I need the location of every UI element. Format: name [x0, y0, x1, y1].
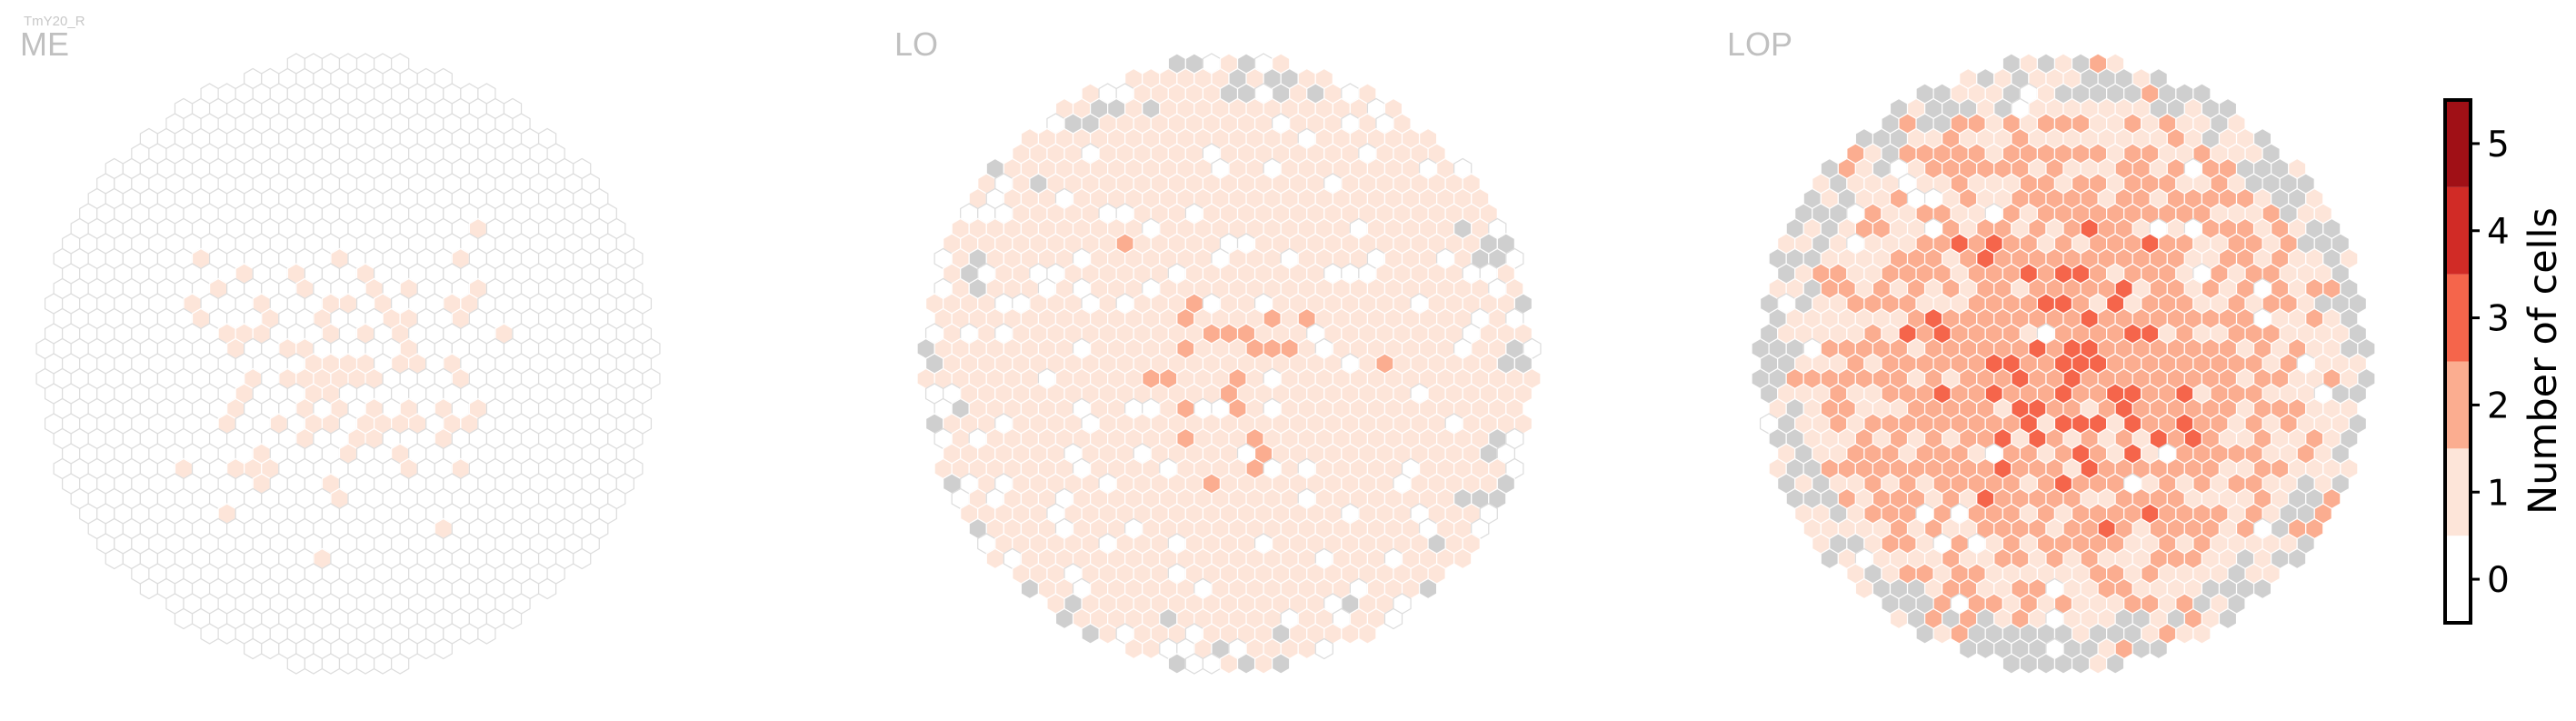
colorbar-bin — [2445, 361, 2471, 449]
colorbar-tick-label: 2 — [2487, 386, 2510, 426]
colorbar-ticks: 0 1 2 3 4 5 — [2471, 125, 2510, 601]
hex-cell — [244, 637, 263, 660]
hex-cell — [1889, 607, 1909, 630]
hex-cell — [1854, 577, 1874, 600]
hex-grid-lop — [1751, 53, 2376, 675]
hex-cell — [1418, 577, 1438, 600]
hex-cell — [1932, 623, 1952, 645]
hex-cell — [286, 653, 305, 675]
hex-cell — [1167, 653, 1186, 675]
hex-cell — [1142, 637, 1161, 660]
hex-cell — [174, 607, 194, 630]
colorbar-bin — [2445, 100, 2471, 187]
hex-cell — [2288, 547, 2307, 570]
hex-cell — [2088, 653, 2108, 675]
colorbar-label: Number of cells — [2521, 207, 2566, 515]
hex-cell — [1184, 653, 1204, 675]
hex-cell — [2053, 653, 2073, 675]
hex-cell — [503, 607, 523, 630]
colorbar-tick-label: 1 — [2487, 473, 2510, 514]
hex-cell — [1297, 637, 1316, 660]
hex-cell — [1915, 623, 1934, 645]
panel-title-lo: LO — [894, 25, 938, 63]
hex-cell — [139, 577, 159, 600]
hex-cell — [2002, 653, 2021, 675]
hex-cell — [200, 623, 219, 645]
hex-cell — [1253, 653, 1273, 675]
hex-cell — [434, 637, 453, 660]
hex-cell — [373, 653, 393, 675]
hex-cell — [105, 547, 124, 570]
colorbar-bins — [2445, 100, 2471, 623]
hex-cell — [2036, 653, 2056, 675]
hex-cell — [217, 623, 236, 645]
panel-lop: LOP — [1727, 25, 2376, 675]
colorbar-bin — [2445, 536, 2471, 623]
colorbar-tick-label: 3 — [2487, 299, 2510, 340]
hex-cell — [355, 653, 375, 675]
hex-cell — [1202, 653, 1222, 675]
hex-cell — [573, 547, 592, 570]
hex-cell — [1272, 653, 1291, 675]
colorbar-bin — [2445, 448, 2471, 536]
hex-cell — [1383, 607, 1403, 630]
hex-cell — [2149, 637, 2168, 660]
hex-cell — [2192, 623, 2212, 645]
hex-cell — [321, 653, 341, 675]
hex-cell — [1098, 623, 1117, 645]
colorbar: 0 1 2 3 4 5 Number of cells — [2443, 98, 2566, 625]
hex-cell — [2071, 653, 2091, 675]
colorbar-tick-label: 4 — [2487, 212, 2510, 253]
hex-cell — [1453, 547, 1473, 570]
hex-cell — [2019, 653, 2039, 675]
hex-grid-me — [35, 53, 661, 675]
hex-cell — [304, 653, 324, 675]
hex-cell — [2252, 577, 2272, 600]
hex-cell — [1959, 637, 1978, 660]
hex-cell — [1976, 637, 1995, 660]
hex-cell — [1358, 623, 1377, 645]
hex-grid-lo — [916, 53, 1542, 675]
hex-cell — [1314, 637, 1333, 660]
hex-cell — [1020, 577, 1040, 600]
hex-cell — [477, 623, 496, 645]
hex-cell — [2175, 623, 2194, 645]
hex-cell — [1124, 637, 1143, 660]
hex-cell — [985, 547, 1004, 570]
hex-cell — [2218, 607, 2238, 630]
figure-subtitle: TmY20_R — [24, 14, 85, 29]
hex-cell — [1081, 623, 1100, 645]
hex-cell — [460, 623, 479, 645]
colorbar-bin — [2445, 186, 2471, 275]
hex-cell — [261, 637, 280, 660]
hex-cell — [2106, 653, 2125, 675]
colorbar-bin — [2445, 274, 2471, 362]
colorbar-tick-label: 0 — [2487, 560, 2510, 601]
panel-me: ME — [20, 25, 661, 675]
colorbar-tick-label: 5 — [2487, 125, 2510, 165]
hex-cell — [537, 577, 557, 600]
hex-cell — [2132, 637, 2151, 660]
panel-lo: LO — [894, 25, 1542, 675]
hex-cell — [1219, 653, 1239, 675]
panel-title-lop: LOP — [1727, 25, 1792, 63]
hex-cell — [1341, 623, 1360, 645]
hex-cell — [1820, 547, 1839, 570]
hex-cell — [338, 653, 358, 675]
panel-title-me: ME — [20, 25, 69, 63]
hex-cell — [391, 653, 410, 675]
hex-cell — [1054, 607, 1074, 630]
hex-cell — [1236, 653, 1256, 675]
hex-cell — [416, 637, 435, 660]
